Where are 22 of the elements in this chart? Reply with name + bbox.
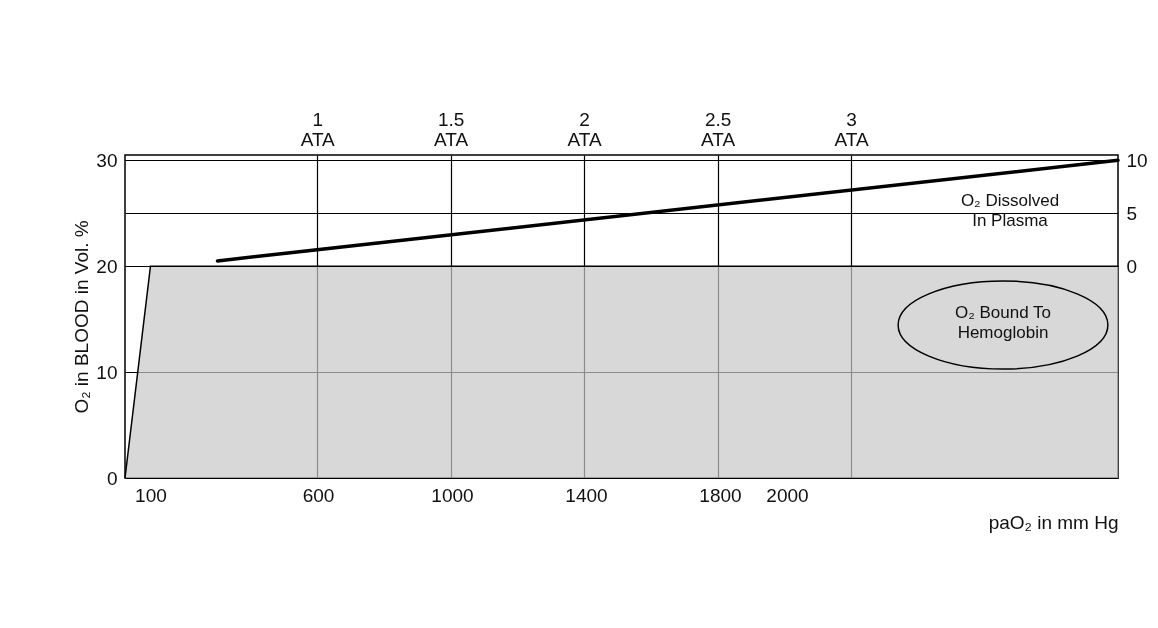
x2-tick-label: 1 ATA <box>300 108 336 150</box>
x-tick-label: 1400 <box>565 484 608 506</box>
x-tick-label: 2000 <box>766 484 809 506</box>
y-tick-label: 20 <box>96 255 118 277</box>
y2-tick-label: 5 <box>1126 202 1138 224</box>
x-axis-title: paO₂ in mm Hg <box>988 511 1119 533</box>
x2-tick-label: 1.5 ATA <box>434 108 469 150</box>
y2-tick-label: 10 <box>1126 149 1148 171</box>
y-tick-label: 10 <box>96 361 118 383</box>
y-tick-label: 0 <box>106 467 118 489</box>
x-tick-label: 1000 <box>431 484 474 506</box>
x-tick-label: 100 <box>135 484 167 506</box>
y2-tick-label: 0 <box>1126 255 1138 277</box>
y-tick-label: 30 <box>96 149 118 171</box>
annotation: O₂ Dissolved In Plasma <box>960 191 1060 230</box>
x2-tick-label: 2 ATA <box>567 108 603 150</box>
annotation: O₂ Bound To Hemoglobin <box>954 303 1052 342</box>
x2-tick-label: 2.5 ATA <box>701 108 736 150</box>
y-axis-title: O₂ in BLOOD in Vol. % <box>71 220 93 414</box>
x2-tick-label: 3 ATA <box>834 108 869 150</box>
x-tick-label: 600 <box>302 484 335 506</box>
x-tick-label: 1800 <box>699 484 742 506</box>
